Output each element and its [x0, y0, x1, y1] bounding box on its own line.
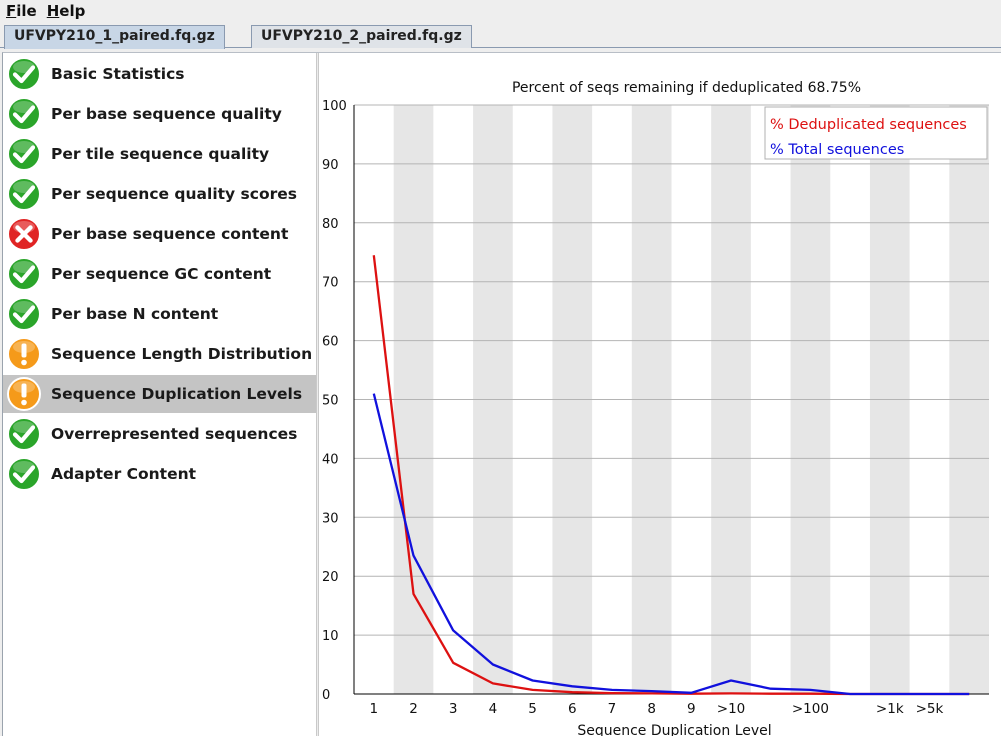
pass-check-icon — [7, 257, 41, 291]
module-per-sequence-quality-scores[interactable]: Per sequence quality scores — [3, 175, 316, 213]
tab-file-1[interactable]: UFVPY210_1_paired.fq.gz — [4, 25, 225, 49]
module-per-base-sequence-content[interactable]: Per base sequence content — [3, 215, 316, 253]
module-label: Per base sequence quality — [51, 105, 282, 123]
module-adapter-content[interactable]: Adapter Content — [3, 455, 316, 493]
module-list: Basic Statistics Per base sequence qualit… — [3, 53, 316, 736]
module-label: Per tile sequence quality — [51, 145, 270, 163]
menu-bar: File Help — [0, 0, 1001, 22]
x-tick-label: >1k — [876, 701, 904, 717]
x-tick-label: 6 — [568, 701, 577, 717]
split-pane-divider[interactable] — [316, 53, 319, 736]
chart-svg: 0 10 20 30 40 50 60 70 80 90 100 1 2 3 4 5 6 7 8 9 >10 >100 >1… — [322, 80, 989, 736]
report-panel: Basic Statistics Per base sequence qualit… — [2, 52, 1001, 736]
module-overrepresented-sequences[interactable]: Overrepresented sequences — [3, 415, 316, 453]
y-tick-label: 0 — [322, 688, 330, 703]
y-tick-label: 90 — [322, 158, 339, 173]
pass-check-icon — [7, 297, 41, 331]
module-basic-statistics[interactable]: Basic Statistics — [3, 55, 316, 93]
x-tick-label: >100 — [792, 701, 829, 717]
y-tick-label: 50 — [322, 394, 339, 409]
menu-help[interactable]: Help — [41, 2, 90, 20]
x-tick-label: 4 — [489, 701, 498, 717]
module-per-tile-sequence-quality[interactable]: Per tile sequence quality — [3, 135, 316, 173]
menu-file-label: ile — [16, 2, 37, 20]
module-label: Per sequence quality scores — [51, 185, 297, 203]
x-tick-label: 9 — [687, 701, 696, 717]
x-tick-label: >10 — [717, 701, 746, 717]
x-tick-label: 3 — [449, 701, 458, 717]
y-tick-label: 100 — [322, 99, 347, 114]
module-label: Basic Statistics — [51, 65, 185, 83]
module-label: Sequence Length Distribution — [51, 345, 313, 363]
module-per-base-sequence-quality[interactable]: Per base sequence quality — [3, 95, 316, 133]
y-tick-label: 20 — [322, 570, 339, 585]
pass-check-icon — [7, 57, 41, 91]
legend-entry: % Deduplicated sequences — [770, 117, 967, 133]
module-label: Overrepresented sequences — [51, 425, 298, 443]
pass-check-icon — [7, 97, 41, 131]
duplication-chart: 0 10 20 30 40 50 60 70 80 90 100 1 2 3 4 5 6 7 8 9 >10 >100 >1… — [319, 53, 1001, 736]
module-label: Per base sequence content — [51, 225, 289, 243]
x-tick-label: >5k — [916, 701, 944, 717]
menu-file-mnemonic: F — [6, 2, 17, 20]
menu-help-mnemonic: H — [46, 2, 60, 20]
module-label: Adapter Content — [51, 465, 197, 483]
series-line-total — [372, 393, 970, 696]
y-tick-label: 70 — [322, 276, 339, 291]
y-tick-label: 10 — [322, 629, 339, 644]
warning-exclamation-icon — [7, 337, 41, 371]
y-tick-label: 40 — [322, 452, 339, 467]
module-per-sequence-gc-content[interactable]: Per sequence GC content — [3, 255, 316, 293]
x-tick-label: 2 — [409, 701, 418, 717]
module-label: Per base N content — [51, 305, 219, 323]
legend-box — [764, 106, 988, 160]
legend-entry: % Total sequences — [770, 142, 904, 158]
y-tick-label: 60 — [322, 335, 339, 350]
x-tick-label: 1 — [370, 701, 379, 717]
tab-file-2[interactable]: UFVPY210_2_paired.fq.gz — [251, 25, 472, 48]
chart-title: Percent of seqs remaining if deduplicate… — [512, 80, 861, 96]
module-sequence-length-distribution[interactable]: Sequence Length Distribution — [3, 335, 316, 373]
x-tick-label: 7 — [608, 701, 617, 717]
file-tabs: UFVPY210_1_paired.fq.gz UFVPY210_2_paire… — [0, 22, 1001, 49]
pass-check-icon — [7, 177, 41, 211]
pass-check-icon — [7, 417, 41, 451]
module-sequence-duplication-levels[interactable]: Sequence Duplication Levels — [3, 375, 316, 413]
y-tick-label: 30 — [322, 511, 339, 526]
module-label: Per sequence GC content — [51, 265, 272, 283]
fail-cross-icon — [7, 217, 41, 251]
menu-file[interactable]: File — [0, 2, 41, 20]
x-axis-label: Sequence Duplication Level — [577, 723, 771, 736]
pass-check-icon — [7, 137, 41, 171]
y-tick-label: 80 — [322, 217, 339, 232]
module-label: Sequence Duplication Levels — [51, 385, 303, 403]
x-tick-label: 5 — [528, 701, 537, 717]
menu-help-label: elp — [59, 2, 86, 20]
module-per-base-n-content[interactable]: Per base N content — [3, 295, 316, 333]
pass-check-icon — [7, 457, 41, 491]
x-tick-label: 8 — [647, 701, 656, 717]
warning-exclamation-icon — [7, 377, 41, 411]
